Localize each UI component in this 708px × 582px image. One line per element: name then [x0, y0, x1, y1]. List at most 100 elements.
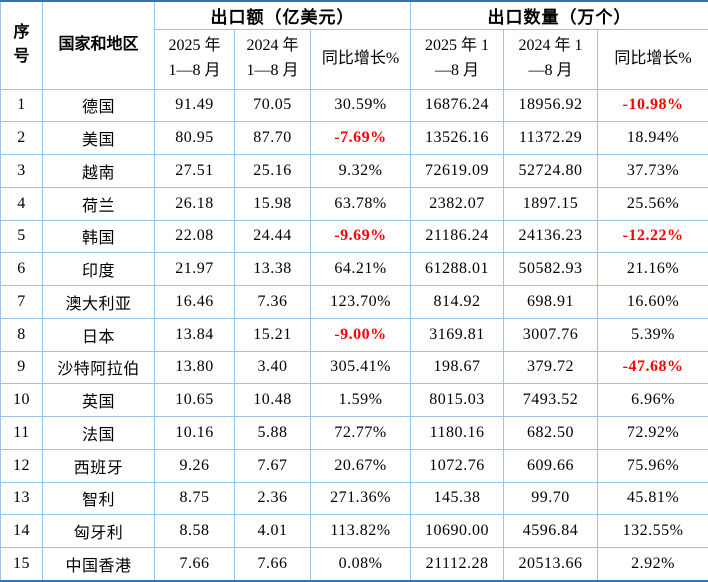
table-header: 序 号 国家和地区 出口额（亿美元） 出口数量（万个） 2025 年 1—8 月…	[0, 0, 708, 90]
amount-yoy-cell: 30.59%	[309, 88, 412, 123]
table-row: 11 法国 10.16 5.88 72.77% 1180.16 682.50 72.92%	[0, 416, 708, 450]
amount-yoy-cell: 9.32%	[309, 154, 412, 188]
amount-yoy-cell: 63.78%	[309, 186, 412, 221]
qty-2025-cell: 814.92	[410, 285, 505, 319]
qty-yoy-cell: 5.39%	[597, 317, 708, 352]
table-row: 12 西班牙 9.26 7.67 20.67% 1072.76 609.66 75.96%	[0, 448, 708, 483]
seq-cell: 12	[0, 448, 43, 483]
amount-2024-cell: 25.16	[234, 154, 311, 188]
qty-2024-cell: 3007.76	[503, 317, 599, 352]
qty-2025-cell: 72619.09	[410, 154, 505, 188]
amount-2024-cell: 70.05	[234, 88, 311, 123]
amount-2025-cell: 9.26	[154, 448, 235, 483]
table-body: 1 德国 91.49 70.05 30.59% 16876.24 18956.92 -10.9…	[0, 88, 708, 582]
country-cell: 匈牙利	[42, 514, 155, 548]
table-row: 8 日本 13.84 15.21 -9.00% 3169.81 3007.76 5.39%	[0, 317, 708, 352]
seq-cell: 4	[0, 186, 43, 221]
seq-cell: 13	[0, 481, 43, 516]
country-cell: 英国	[42, 383, 155, 417]
seq-cell: 14	[0, 514, 43, 548]
country-cell: 法国	[42, 416, 155, 450]
amount-yoy-cell: -7.69%	[309, 121, 412, 155]
qty-2024-cell: 24136.23	[503, 219, 599, 254]
amount-2024-cell: 24.44	[234, 219, 311, 254]
qty-yoy-cell: 18.94%	[597, 121, 708, 155]
header-sub-row: 2025 年 1—8 月 2024 年 1—8 月 同比增长% 2025 年 1…	[1, 28, 708, 90]
qty-yoy-cell: 45.81%	[597, 481, 708, 516]
seq-cell: 3	[0, 154, 43, 188]
qty-2024-cell: 99.70	[503, 481, 599, 516]
seq-cell: 9	[0, 350, 43, 385]
qty-yoy-cell: 72.92%	[597, 416, 708, 450]
qty-yoy-cell: -12.22%	[597, 219, 708, 254]
amount-2024-cell: 5.88	[234, 416, 311, 450]
seq-cell: 6	[0, 252, 43, 286]
amount-yoy-cell: 123.70%	[309, 285, 412, 319]
qty-2025-cell: 61288.01	[410, 252, 505, 286]
table-row: 14 匈牙利 8.58 4.01 113.82% 10690.00 4596.84 132.5…	[0, 514, 708, 548]
country-cell: 德国	[42, 88, 155, 123]
header-qty-yoy: 同比增长%	[597, 28, 708, 90]
seq-cell: 15	[0, 547, 43, 582]
header-seq: 序 号	[0, 0, 43, 90]
table-row: 9 沙特阿拉伯 13.80 3.40 305.41% 198.67 379.72 -47.68…	[0, 350, 708, 385]
country-cell: 印度	[42, 252, 155, 286]
table-row: 15 中国香港 7.66 7.66 0.08% 21112.28 20513.66 2.92%	[0, 547, 708, 582]
qty-yoy-cell: -10.98%	[597, 88, 708, 123]
qty-yoy-cell: 75.96%	[597, 448, 708, 483]
amount-yoy-cell: 64.21%	[309, 252, 412, 286]
amount-2024-cell: 87.70	[234, 121, 311, 155]
qty-2025-cell: 2382.07	[410, 186, 505, 221]
amount-2025-cell: 8.75	[154, 481, 235, 516]
header-group-row: 序 号 国家和地区 出口额（亿美元） 出口数量（万个）	[0, 0, 708, 90]
amount-2025-cell: 10.65	[154, 383, 235, 417]
country-cell: 越南	[42, 154, 155, 188]
amount-2024-cell: 13.38	[234, 252, 311, 286]
amount-yoy-cell: 1.59%	[309, 383, 412, 417]
qty-2024-cell: 20513.66	[503, 547, 599, 582]
table-row: 1 德国 91.49 70.05 30.59% 16876.24 18956.92 -10.9…	[0, 88, 708, 123]
qty-2025-cell: 16876.24	[410, 88, 505, 123]
qty-2024-cell: 609.66	[503, 448, 599, 483]
amount-2025-cell: 10.16	[154, 416, 235, 450]
header-group-export-amount: 出口额（亿美元）	[153, 0, 412, 30]
amount-2024-cell: 4.01	[234, 514, 311, 548]
qty-2025-cell: 8015.03	[410, 383, 505, 417]
qty-2024-cell: 50582.93	[503, 252, 599, 286]
qty-2025-cell: 10690.00	[410, 514, 505, 548]
qty-yoy-cell: 37.73%	[597, 154, 708, 188]
table-row: 2 美国 80.95 87.70 -7.69% 13526.16 11372.29 18.94…	[0, 121, 708, 155]
qty-yoy-cell: 16.60%	[597, 285, 708, 319]
amount-2024-cell: 7.36	[234, 285, 311, 319]
country-cell: 日本	[42, 317, 155, 352]
header-amount-2025: 2025 年 1—8 月	[154, 28, 235, 90]
amount-2025-cell: 13.84	[154, 317, 235, 352]
header-qty-2025: 2025 年 1 —8 月	[410, 28, 505, 90]
country-cell: 中国香港	[42, 547, 155, 582]
amount-2025-cell: 26.18	[154, 186, 235, 221]
qty-2024-cell: 4596.84	[503, 514, 599, 548]
amount-2025-cell: 91.49	[154, 88, 235, 123]
table-row: 4 荷兰 26.18 15.98 63.78% 2382.07 1897.15 25.56%	[0, 186, 708, 221]
qty-yoy-cell: 6.96%	[597, 383, 708, 417]
header-qty-2024: 2024 年 1 —8 月	[503, 28, 599, 90]
qty-2025-cell: 198.67	[410, 350, 505, 385]
header-country: 国家和地区	[42, 0, 155, 90]
header-amount-yoy: 同比增长%	[309, 28, 412, 90]
qty-2025-cell: 13526.16	[410, 121, 505, 155]
qty-yoy-cell: 2.92%	[597, 547, 708, 582]
amount-yoy-cell: 0.08%	[309, 547, 412, 582]
qty-2025-cell: 145.38	[410, 481, 505, 516]
table-row: 3 越南 27.51 25.16 9.32% 72619.09 52724.80 37.73%	[0, 154, 708, 188]
table-row: 6 印度 21.97 13.38 64.21% 61288.01 50582.93 21.16…	[0, 252, 708, 286]
qty-2025-cell: 21112.28	[410, 547, 505, 582]
qty-yoy-cell: 132.55%	[597, 514, 708, 548]
amount-yoy-cell: 271.36%	[309, 481, 412, 516]
country-cell: 美国	[42, 121, 155, 155]
amount-yoy-cell: 305.41%	[309, 350, 412, 385]
amount-yoy-cell: 113.82%	[309, 514, 412, 548]
qty-2024-cell: 52724.80	[503, 154, 599, 188]
amount-2025-cell: 13.80	[154, 350, 235, 385]
